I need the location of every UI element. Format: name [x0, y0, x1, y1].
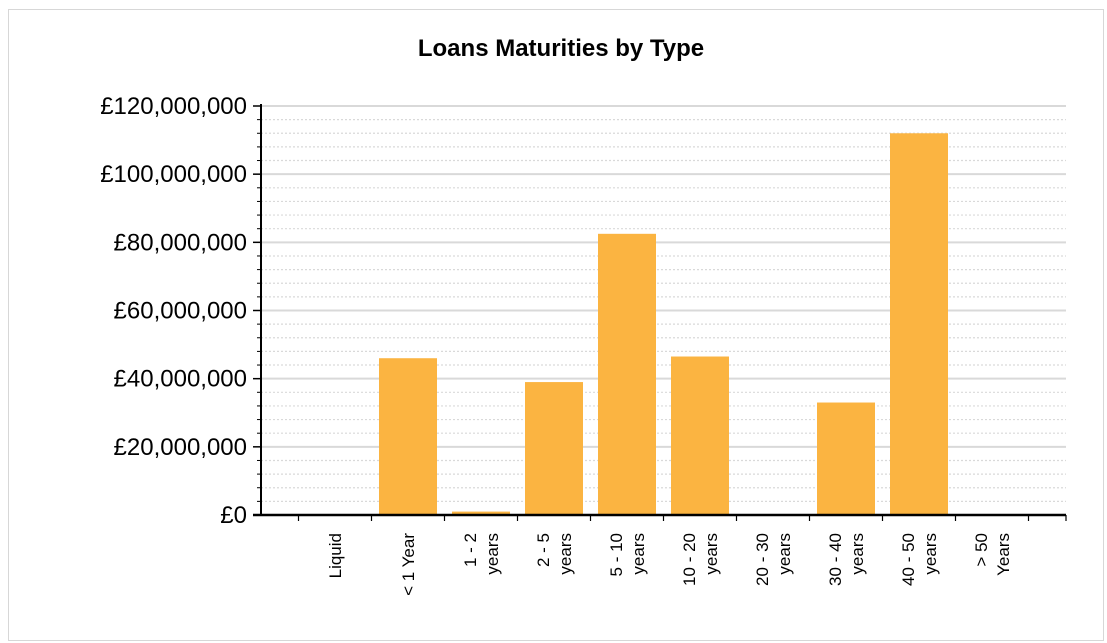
y-tick-label: £100,000,000: [100, 161, 247, 188]
bar: [525, 382, 583, 515]
loans-maturities-chart: Loans Maturities by Type £0 £20,000,000 £4…: [100, 35, 1067, 596]
x-tick-label: 30 - 40: [826, 533, 845, 586]
x-tick-label: 1 - 2: [461, 533, 480, 567]
x-tick-label: 40 - 50: [899, 533, 918, 586]
bar: [671, 356, 729, 515]
y-tick-label: £120,000,000: [100, 93, 247, 120]
x-tick-label: years: [775, 533, 794, 575]
bar: [817, 402, 875, 515]
x-tick-label: Liquid: [326, 533, 345, 578]
x-tick-label: 20 - 30: [753, 533, 772, 586]
bar: [452, 511, 510, 515]
x-tick-label: Years: [994, 533, 1013, 576]
x-tick-label: > 50: [972, 533, 991, 567]
y-axis-tick-labels: £0 £20,000,000 £40,000,000 £60,000,000 £80,0…: [100, 93, 247, 529]
y-tick-label: £20,000,000: [114, 434, 247, 461]
x-tick-label: 10 - 20: [680, 533, 699, 586]
y-tick-label: £40,000,000: [114, 366, 247, 393]
x-tick-label: 2 - 5: [534, 533, 553, 567]
y-tick-label: £60,000,000: [114, 298, 247, 325]
chart-frame: Loans Maturities by Type £0 £20,000,000 £4…: [8, 9, 1104, 641]
x-tick-label: years: [921, 533, 940, 575]
bar: [379, 358, 437, 515]
x-tick-label: < 1 Year: [399, 533, 418, 596]
chart-title: Loans Maturities by Type: [418, 35, 704, 62]
bar: [598, 233, 656, 515]
bar: [890, 133, 948, 515]
bars: [379, 133, 948, 515]
x-tick-label: years: [483, 533, 502, 575]
x-axis-tick-labels: Liquid < 1 Year 1 - 2 years 2 - 5 years 5 - 10…: [326, 533, 1013, 596]
x-tick-label: years: [848, 533, 867, 575]
y-tick-label: £0: [220, 502, 247, 529]
x-tick-label: 5 - 10: [607, 533, 626, 576]
y-tick-label: £80,000,000: [114, 229, 247, 256]
x-tick-label: years: [556, 533, 575, 575]
x-tick-label: years: [702, 533, 721, 575]
x-tick-label: years: [629, 533, 648, 575]
axes: [253, 104, 1067, 521]
